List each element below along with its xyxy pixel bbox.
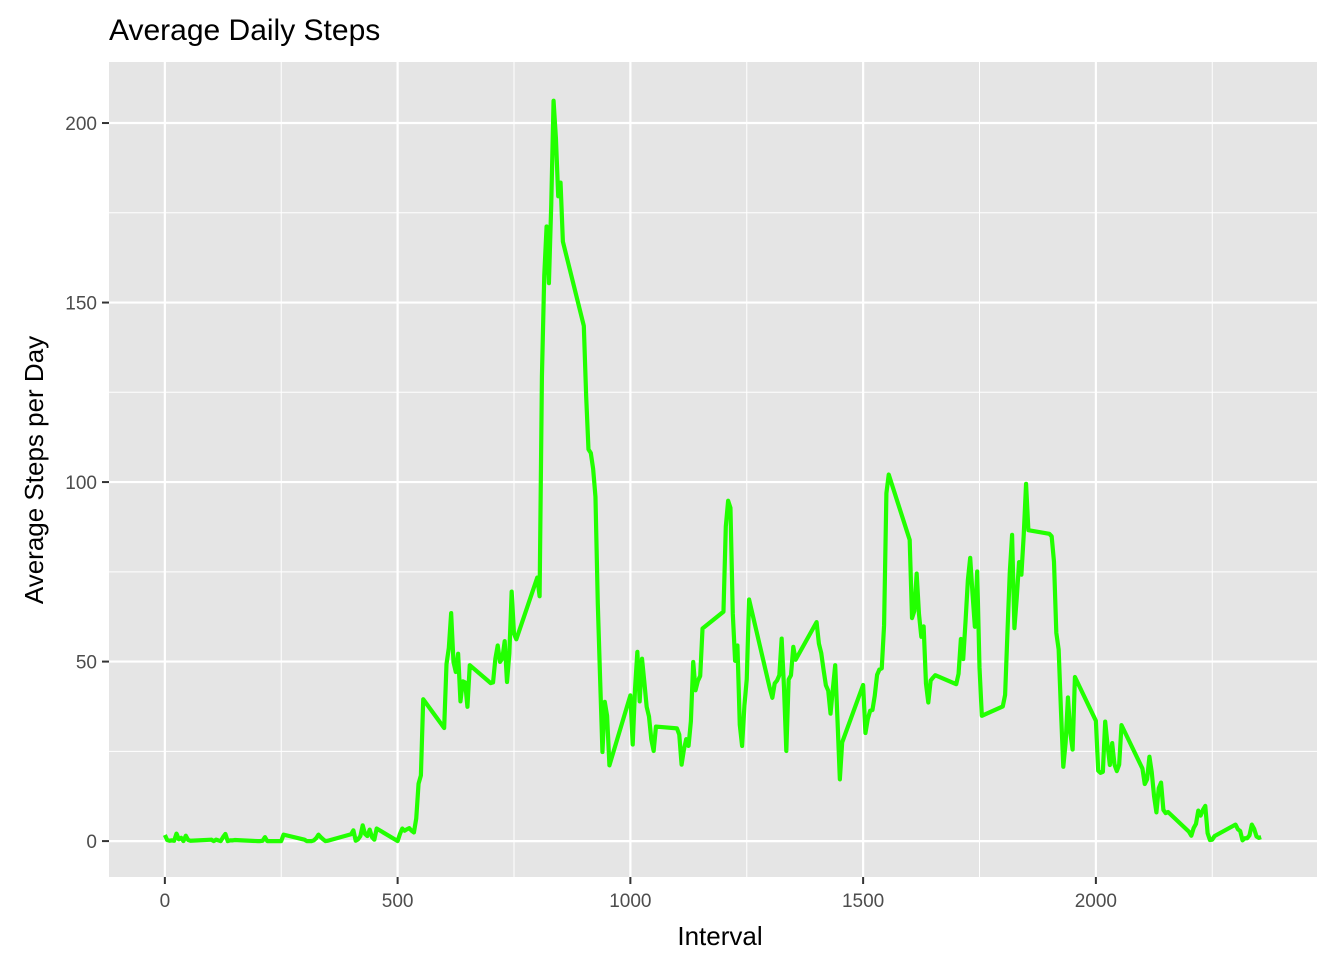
y-axis-ticks: 0 50 100 150 200	[65, 114, 109, 853]
x-axis-ticks: 0 500 1000 1500 2000	[160, 877, 1117, 912]
y-tick-label: 50	[76, 653, 97, 674]
y-tick-label: 150	[65, 294, 97, 315]
y-tick-label: 100	[65, 473, 97, 494]
x-tick-label: 0	[160, 891, 171, 912]
x-axis-title: Interval	[677, 921, 762, 951]
x-tick-label: 1000	[609, 891, 651, 912]
x-tick-label: 2000	[1075, 891, 1117, 912]
x-tick-label: 500	[382, 891, 414, 912]
minor-gridlines	[109, 62, 1317, 877]
chart-title: Average Daily Steps	[109, 14, 380, 47]
x-tick-label: 1500	[842, 891, 884, 912]
y-tick-label: 0	[86, 832, 97, 853]
plot-panel	[109, 62, 1317, 877]
steps-series-line	[162, 98, 1262, 844]
y-tick-label: 200	[65, 114, 97, 135]
major-gridlines	[109, 62, 1317, 877]
y-axis-title: Average Steps per Day	[19, 336, 49, 604]
